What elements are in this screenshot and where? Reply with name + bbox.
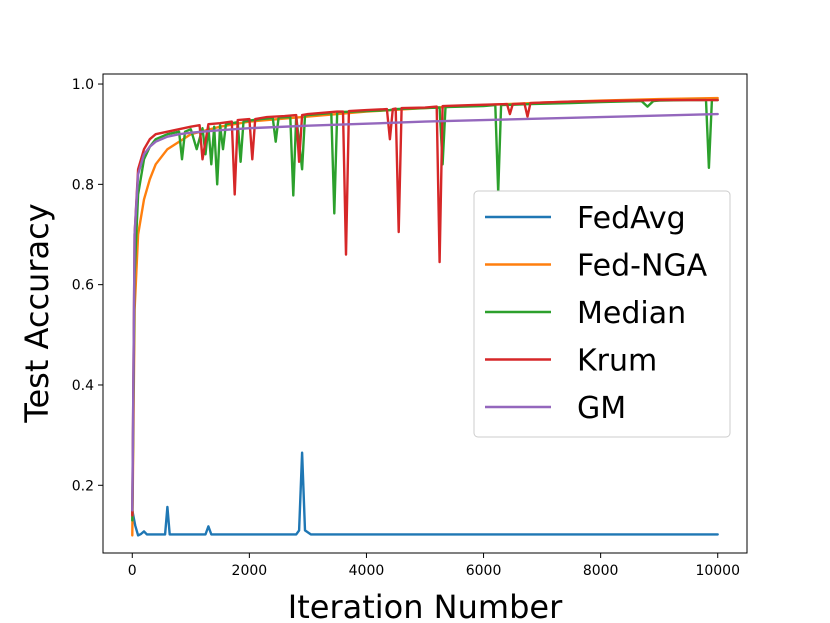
legend-label-krum: Krum <box>577 344 657 379</box>
y-axis-ticks: 0.2 0.4 0.6 0.8 1.0 <box>72 77 103 494</box>
x-tick-label: 0 <box>128 563 137 579</box>
y-tick-label: 0.6 <box>72 278 94 294</box>
series-line-median <box>131 98 719 522</box>
legend: FedAvg Fed-NGA Median Krum GM <box>473 190 731 438</box>
y-tick-label: 0.2 <box>72 478 94 494</box>
series-line-fedavg <box>131 451 719 537</box>
y-tick-label: 1.0 <box>72 77 94 93</box>
plot-frame <box>102 73 748 554</box>
x-tick-label: 8000 <box>583 563 619 579</box>
series-line-krum <box>131 98 719 517</box>
series-line-gm <box>131 112 719 512</box>
y-tick-label: 0.8 <box>72 177 94 193</box>
x-tick-label: 4000 <box>349 563 385 579</box>
legend-label-fedavg: FedAvg <box>577 201 686 236</box>
x-tick-label: 6000 <box>466 563 502 579</box>
x-axis-ticks: 0 2000 4000 6000 8000 10000 <box>128 553 740 579</box>
legend-label-median: Median <box>577 296 686 331</box>
x-axis-label: Iteration Number <box>288 588 563 623</box>
x-tick-label: 10000 <box>695 563 740 579</box>
series-layer <box>131 96 719 537</box>
legend-frame <box>473 190 731 438</box>
y-axis-label: Test Accuracy <box>18 203 56 423</box>
y-tick-label: 0.4 <box>72 378 94 394</box>
legend-label-gm: GM <box>577 391 626 426</box>
legend-label-fed-nga: Fed-NGA <box>577 249 708 284</box>
x-tick-label: 2000 <box>232 563 268 579</box>
